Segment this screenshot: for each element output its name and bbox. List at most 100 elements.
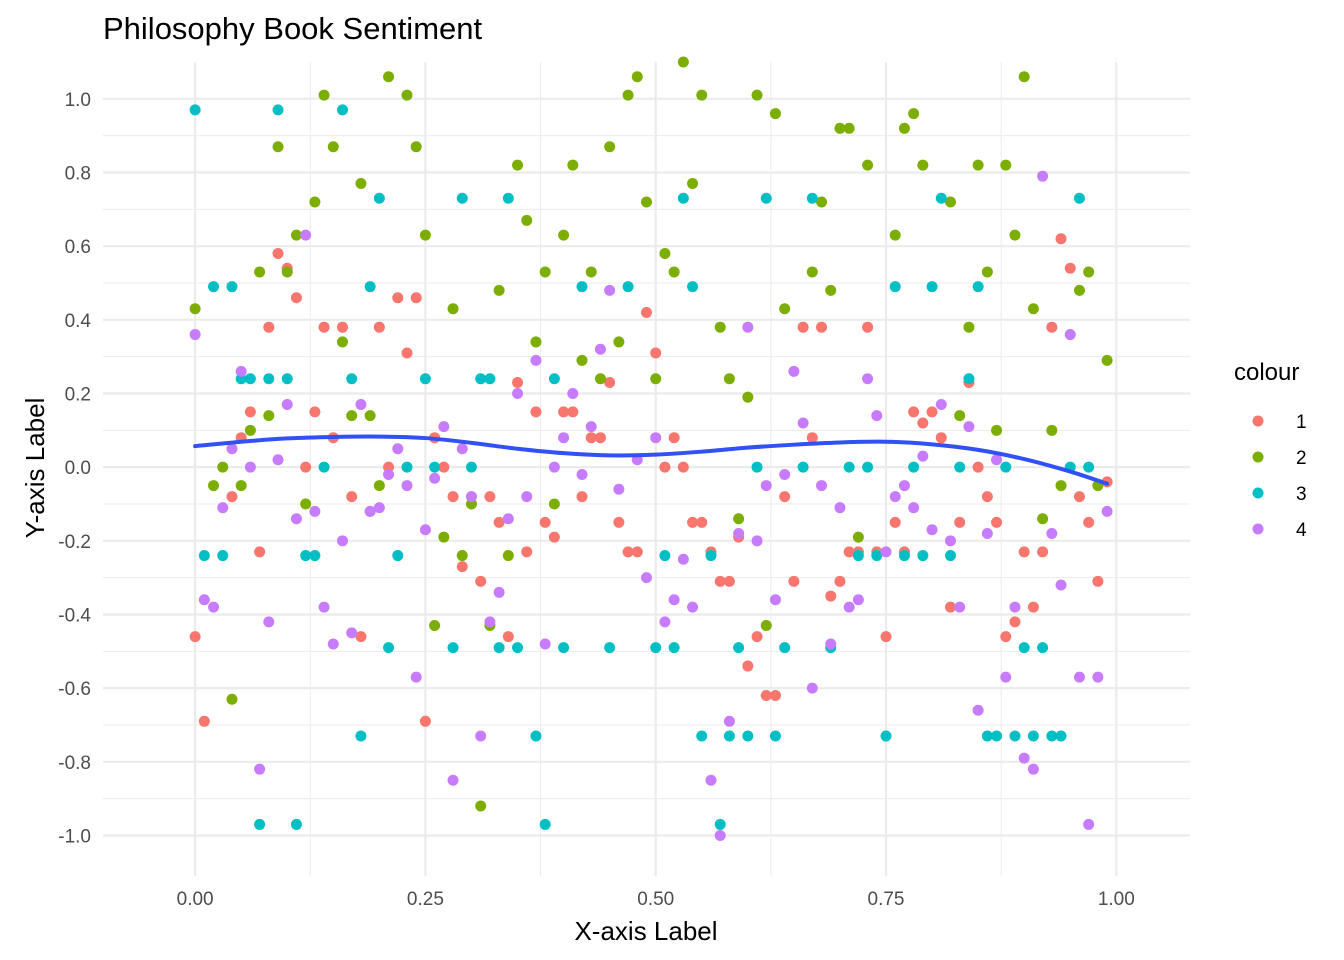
point-series-2 [622, 89, 634, 101]
point-series-2 [687, 178, 699, 190]
point-series-2 [981, 266, 993, 278]
point-series-3 [742, 730, 754, 742]
point-series-1 [493, 516, 505, 528]
point-series-1 [502, 631, 514, 643]
point-series-4 [281, 399, 293, 411]
point-series-3 [217, 550, 229, 562]
point-series-4 [1000, 671, 1012, 683]
point-series-2 [659, 248, 671, 260]
point-series-3 [539, 818, 551, 830]
point-series-4 [733, 527, 745, 539]
point-series-4 [585, 421, 597, 433]
point-series-1 [1027, 601, 1039, 613]
point-series-2 [733, 513, 745, 525]
point-series-1 [1055, 233, 1067, 245]
point-series-4 [788, 365, 800, 377]
point-series-4 [871, 410, 883, 422]
point-series-4 [300, 229, 312, 241]
point-series-2 [594, 373, 606, 385]
y-tick-label: 0.0 [65, 458, 91, 479]
point-series-3 [954, 461, 966, 473]
point-series-1 [1073, 491, 1085, 503]
y-tick-label: 0.4 [65, 311, 92, 332]
point-series-2 [337, 336, 349, 348]
x-tick-label: 0.25 [407, 889, 444, 910]
point-series-4 [1083, 818, 1095, 830]
point-series-2 [429, 620, 441, 632]
legend-key-1 [1252, 415, 1264, 427]
point-series-2 [502, 550, 514, 562]
point-series-1 [862, 321, 874, 333]
point-series-3 [898, 550, 910, 562]
point-series-2 [364, 410, 376, 422]
point-series-4 [530, 354, 542, 366]
point-series-3 [1027, 730, 1039, 742]
point-series-1 [290, 292, 302, 304]
point-series-2 [723, 373, 735, 385]
point-series-3 [465, 461, 477, 473]
point-series-2 [760, 620, 772, 632]
point-series-3 [576, 281, 588, 293]
point-series-4 [226, 443, 238, 455]
data-points [189, 56, 1113, 841]
point-series-1 [641, 306, 652, 318]
point-series-3 [456, 192, 468, 204]
point-series-1 [1083, 516, 1095, 528]
point-series-2 [668, 266, 680, 278]
point-series-3 [917, 550, 929, 562]
point-series-1 [1037, 546, 1049, 558]
point-series-1 [244, 406, 256, 418]
point-series-4 [1064, 329, 1076, 341]
point-series-2 [401, 89, 413, 101]
point-series-1 [346, 491, 358, 503]
point-series-2 [769, 108, 781, 120]
point-series-4 [816, 480, 828, 492]
point-series-2 [373, 480, 385, 492]
point-series-3 [714, 818, 726, 830]
point-series-4 [769, 594, 781, 606]
point-series-2 [235, 480, 247, 492]
point-series-3 [1000, 461, 1012, 473]
point-series-2 [530, 336, 542, 348]
point-series-4 [198, 594, 210, 606]
point-series-2 [493, 284, 505, 296]
legend-items: 1 2 3 4 [1252, 412, 1307, 541]
point-series-4 [991, 454, 1003, 466]
point-series-2 [383, 71, 395, 83]
point-series-1 [935, 432, 947, 444]
point-series-1 [668, 432, 680, 444]
point-series-1 [189, 631, 201, 643]
point-series-4 [604, 284, 616, 296]
point-series-3 [622, 281, 634, 293]
point-series-2 [189, 303, 201, 315]
point-series-1 [337, 321, 349, 333]
major-gridlines [103, 62, 1190, 876]
point-series-4 [217, 502, 229, 514]
point-series-2 [521, 214, 533, 226]
point-series-2 [548, 498, 560, 510]
point-series-4 [290, 513, 302, 525]
point-series-4 [447, 774, 459, 786]
point-series-4 [641, 572, 652, 584]
point-series-1 [300, 461, 312, 473]
point-series-2 [834, 122, 846, 134]
point-series-4 [714, 829, 726, 841]
legend: colour 1 2 3 4 [1234, 359, 1307, 541]
point-series-1 [438, 461, 450, 473]
point-series-3 [419, 373, 431, 385]
point-series-2 [1000, 159, 1012, 171]
point-series-2 [963, 321, 975, 333]
chart-title: Philosophy Book Sentiment [103, 11, 483, 46]
point-series-2 [410, 141, 422, 153]
point-series-1 [1046, 321, 1058, 333]
point-series-3 [1055, 730, 1067, 742]
point-series-3 [429, 461, 441, 473]
point-series-3 [677, 192, 689, 204]
point-series-4 [309, 505, 321, 517]
point-series-1 [1092, 575, 1104, 587]
point-series-3 [1009, 730, 1021, 742]
legend-key-2 [1252, 451, 1264, 463]
point-series-1 [677, 461, 689, 473]
point-series-3 [972, 281, 984, 293]
point-series-3 [337, 104, 349, 116]
